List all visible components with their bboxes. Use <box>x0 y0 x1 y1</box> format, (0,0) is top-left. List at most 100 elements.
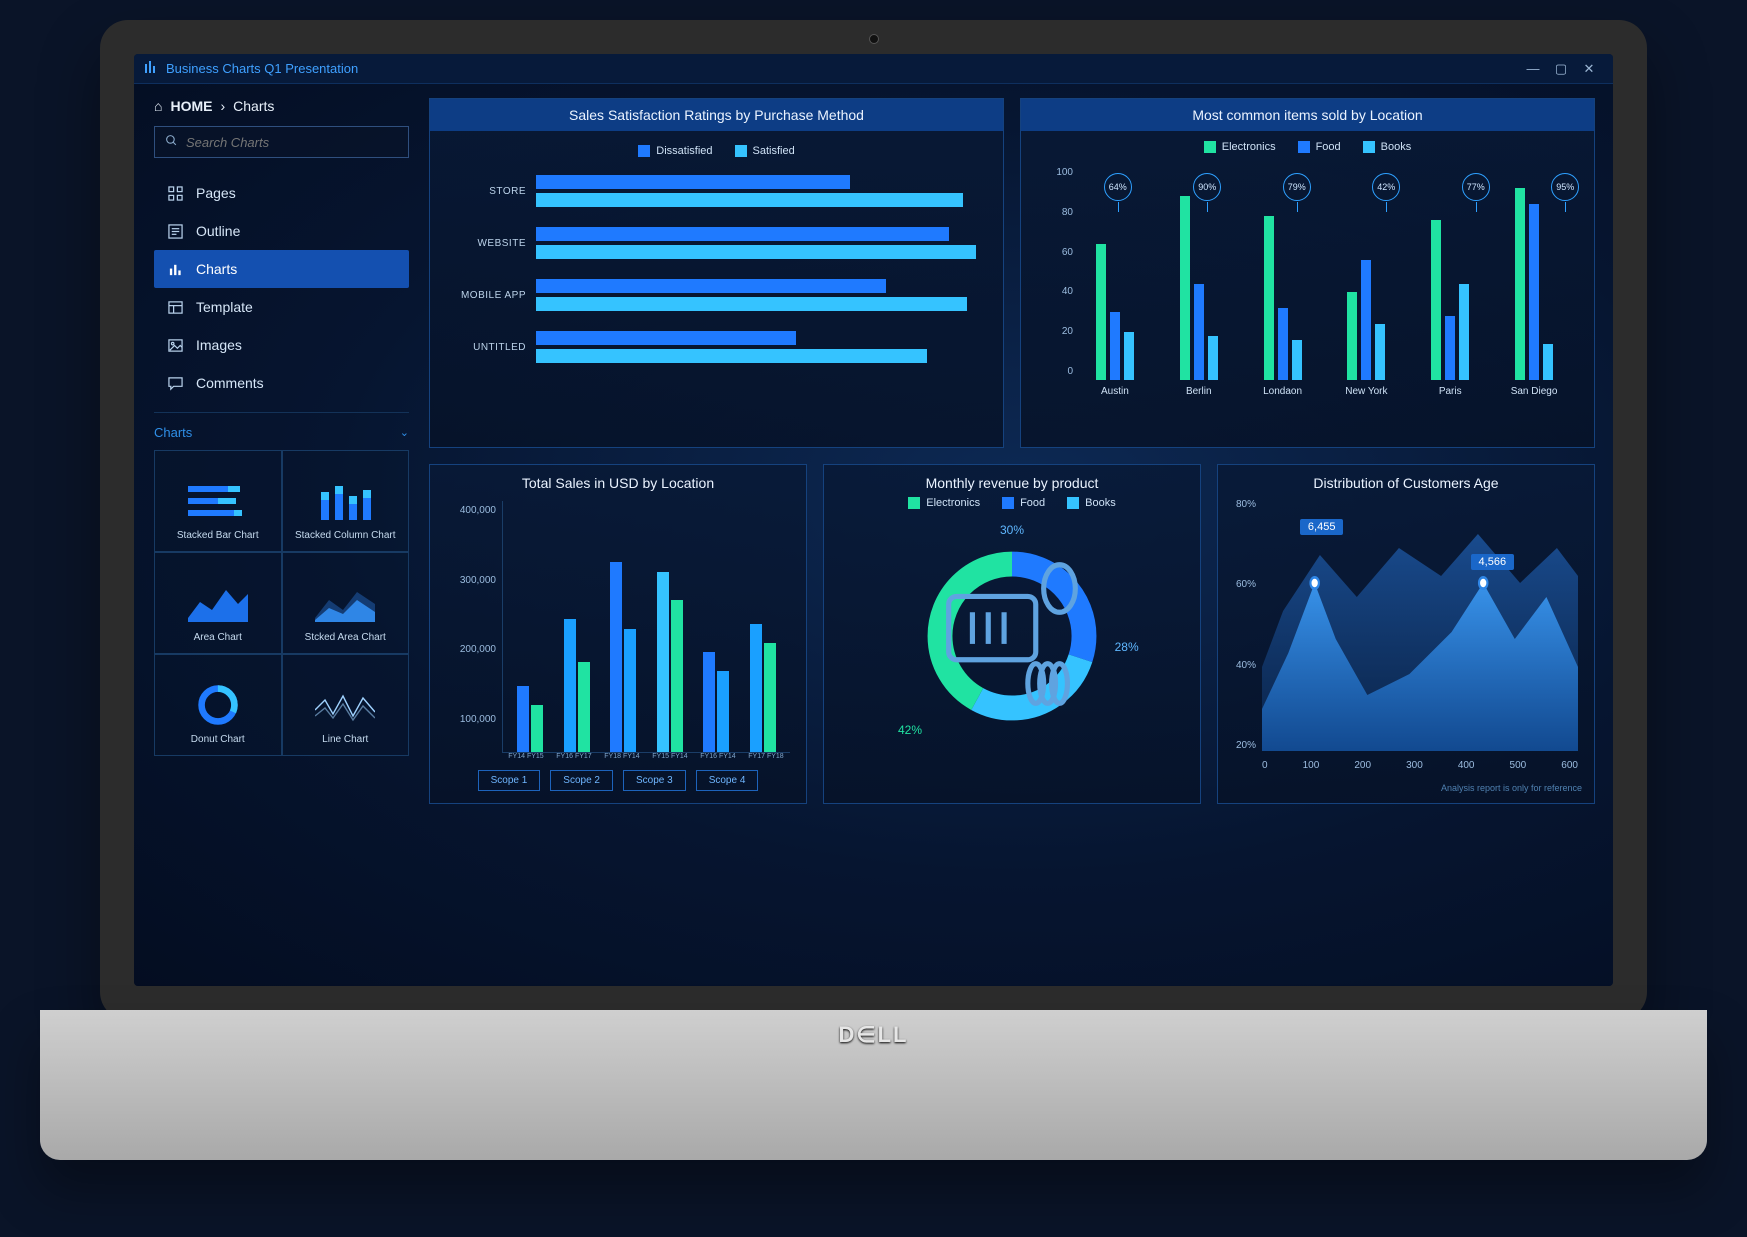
chart-type-donut-chart[interactable]: Donut Chart <box>154 654 282 756</box>
panel-satisfaction: Sales Satisfaction Ratings by Purchase M… <box>429 98 1004 448</box>
loc-bar <box>1292 340 1302 380</box>
x-tick: 500 <box>1510 760 1527 771</box>
location-badge: 77% <box>1462 173 1490 201</box>
row-label: WEBSITE <box>448 238 536 249</box>
chart-type-line-chart[interactable]: Line Chart <box>282 654 410 756</box>
bar-dissatisfied <box>536 227 949 241</box>
x-label: FY16 FY14 <box>694 753 742 760</box>
satisfaction-row: WEBSITE <box>448 225 985 261</box>
chart-thumb-icon <box>188 684 248 726</box>
scope-button[interactable]: Scope 1 <box>478 770 541 791</box>
comments-icon <box>166 376 184 391</box>
sales-bar-b <box>764 643 776 752</box>
dashboard: Sales Satisfaction Ratings by Purchase M… <box>429 84 1613 986</box>
location-label: Londaon <box>1263 386 1302 397</box>
close-button[interactable]: ✕ <box>1575 55 1603 83</box>
location-label: Berlin <box>1186 386 1212 397</box>
nav-item-pages[interactable]: Pages <box>154 174 409 212</box>
chart-thumb-icon <box>315 582 375 624</box>
y-tick: 60% <box>1226 579 1256 590</box>
revenue-donut: 30%28%42% <box>917 541 1107 731</box>
panel-satisfaction-title: Sales Satisfaction Ratings by Purchase M… <box>430 99 1003 131</box>
sales-group <box>647 572 694 753</box>
bar-satisfied <box>536 349 927 363</box>
row-label: STORE <box>448 186 536 197</box>
sales-bar-a <box>564 619 576 752</box>
sales-group <box>693 652 740 752</box>
window-title: Business Charts Q1 Presentation <box>166 61 358 76</box>
breadcrumb-home[interactable]: HOME <box>170 98 212 114</box>
nav-label: Comments <box>196 375 264 391</box>
chart-thumb-icon <box>188 480 248 522</box>
nav-item-outline[interactable]: Outline <box>154 212 409 250</box>
chart-type-area-chart[interactable]: Area Chart <box>154 552 282 654</box>
loc-bar <box>1375 324 1385 380</box>
chart-type-stcked-area-chart[interactable]: Stcked Area Chart <box>282 552 410 654</box>
donut-pct: 30% <box>1000 523 1024 537</box>
donut-pct: 28% <box>1115 640 1139 654</box>
chart-thumb-icon <box>315 480 375 522</box>
charts-section-header[interactable]: Charts ⌄ <box>154 412 409 450</box>
panel-revenue: Monthly revenue by product ElectronicsFo… <box>823 464 1201 804</box>
grid-icon <box>166 186 184 201</box>
data-callout: 4,566 <box>1471 554 1515 570</box>
loc-bar <box>1110 312 1120 380</box>
y-tick: 80 <box>1039 207 1073 218</box>
chart-type-label: Area Chart <box>194 632 242 643</box>
panel-revenue-title: Monthly revenue by product <box>824 465 1200 495</box>
nav-item-charts[interactable]: Charts <box>154 250 409 288</box>
legend-item: Food <box>1002 497 1045 509</box>
nav-item-template[interactable]: Template <box>154 288 409 326</box>
minimize-button[interactable]: — <box>1519 55 1547 83</box>
sales-bar-a <box>750 624 762 752</box>
sales-bar-a <box>657 572 669 753</box>
loc-bar <box>1194 284 1204 380</box>
maximize-button[interactable]: ▢ <box>1547 55 1575 83</box>
legend-item: Books <box>1363 141 1412 153</box>
sales-bar-a <box>610 562 622 752</box>
x-tick: 600 <box>1561 760 1578 771</box>
webcam <box>869 34 879 44</box>
y-tick: 0 <box>1039 366 1073 377</box>
location-label: Paris <box>1439 386 1462 397</box>
nav-item-images[interactable]: Images <box>154 326 409 364</box>
loc-bar <box>1361 260 1371 380</box>
sales-bar-a <box>517 686 529 753</box>
panel-age-title: Distribution of Customers Age <box>1218 465 1594 495</box>
location-group: New York <box>1331 180 1401 397</box>
template-icon <box>166 300 184 315</box>
y-tick: 80% <box>1226 499 1256 510</box>
legend-item: Electronics <box>1204 141 1276 153</box>
loc-bar <box>1445 316 1455 380</box>
x-label: FY15 FY14 <box>646 753 694 760</box>
x-tick: 100 <box>1303 760 1320 771</box>
bar-dissatisfied <box>536 279 886 293</box>
chart-type-label: Stacked Column Chart <box>295 530 396 541</box>
chart-type-label: Donut Chart <box>191 734 245 745</box>
scope-button[interactable]: Scope 4 <box>696 770 759 791</box>
legend-item: Satisfied <box>735 145 795 157</box>
legend-item: Dissatisfied <box>638 145 712 157</box>
sales-bar-b <box>578 662 590 752</box>
scope-button[interactable]: Scope 3 <box>623 770 686 791</box>
chevron-right-icon: › <box>220 98 225 114</box>
panel-total-sales: Total Sales in USD by Location 400,00030… <box>429 464 807 804</box>
row-label: MOBILE APP <box>448 290 536 301</box>
y-tick: 100,000 <box>446 714 496 725</box>
scope-button[interactable]: Scope 2 <box>550 770 613 791</box>
y-tick: 200,000 <box>446 644 496 655</box>
chart-type-stacked-bar-chart[interactable]: Stacked Bar Chart <box>154 450 282 552</box>
x-tick: 400 <box>1458 760 1475 771</box>
loc-bar <box>1124 332 1134 380</box>
breadcrumb: ⌂ HOME › Charts <box>154 98 409 114</box>
home-icon[interactable]: ⌂ <box>154 98 162 114</box>
legend-item: Food <box>1298 141 1341 153</box>
nav-item-comments[interactable]: Comments <box>154 364 409 402</box>
search-input[interactable] <box>186 135 398 150</box>
x-label: FY14 FY15 <box>502 753 550 760</box>
chart-type-stacked-column-chart[interactable]: Stacked Column Chart <box>282 450 410 552</box>
chevron-down-icon: ⌄ <box>400 426 409 439</box>
y-tick: 400,000 <box>446 505 496 516</box>
loc-bar <box>1264 216 1274 380</box>
search-box[interactable] <box>154 126 409 158</box>
